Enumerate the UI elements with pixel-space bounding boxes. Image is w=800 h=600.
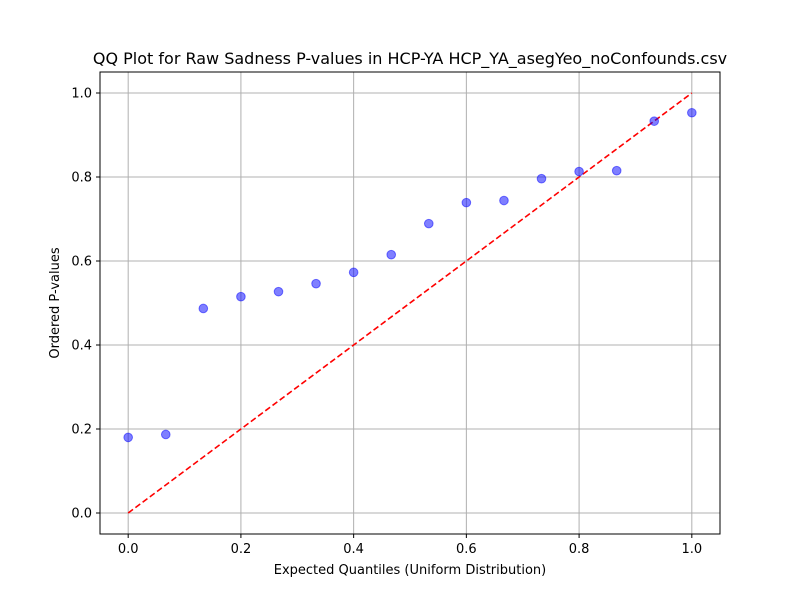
scatter-point	[123, 432, 133, 443]
scatter-point	[649, 116, 660, 126]
scatter-point	[311, 278, 321, 289]
plot-frame	[99, 71, 721, 535]
x-tick-label: 0.8	[569, 542, 590, 557]
scatter-point	[611, 165, 622, 176]
x-axis-label: Expected Quantiles (Uniform Distribution…	[274, 563, 546, 578]
x-tick-label: 0.2	[231, 542, 252, 557]
y-axis-label: Ordered P-values	[48, 247, 63, 358]
x-tick-label: 0.0	[118, 542, 139, 557]
scatter-point	[273, 286, 284, 297]
scatter-point	[687, 107, 697, 118]
scatter-point	[160, 429, 171, 440]
scatter-point	[499, 195, 509, 206]
scatter-point	[386, 249, 397, 260]
y-tick-label: 0.8	[71, 171, 92, 186]
y-tick-label: 0.0	[71, 507, 92, 522]
scatter-point	[536, 173, 547, 184]
scatter-point	[198, 303, 209, 314]
y-tick-label: 0.4	[71, 339, 92, 354]
scatter-point	[461, 197, 472, 208]
x-tick-label: 1.0	[681, 542, 702, 557]
chart-title: QQ Plot for Raw Sadness P-values in HCP-…	[93, 49, 727, 69]
grid-lines	[100, 72, 720, 534]
scatter-point	[574, 166, 584, 177]
x-tick-label: 0.4	[343, 542, 364, 557]
reference-line	[127, 92, 693, 514]
axis-ticks: 0.0 0.2 0.4 0.6 0.8 1.0 0.0 0.2 0.4 0.6 0.8 1.0	[71, 87, 702, 558]
scatter-point	[236, 291, 246, 302]
scatter-point	[348, 267, 359, 278]
x-tick-label: 0.6	[456, 542, 477, 557]
plot-marks	[123, 92, 697, 514]
y-tick-label: 1.0	[71, 87, 92, 102]
y-tick-label: 0.6	[71, 255, 92, 270]
y-tick-label: 0.2	[71, 423, 92, 438]
scatter-point	[423, 218, 434, 229]
